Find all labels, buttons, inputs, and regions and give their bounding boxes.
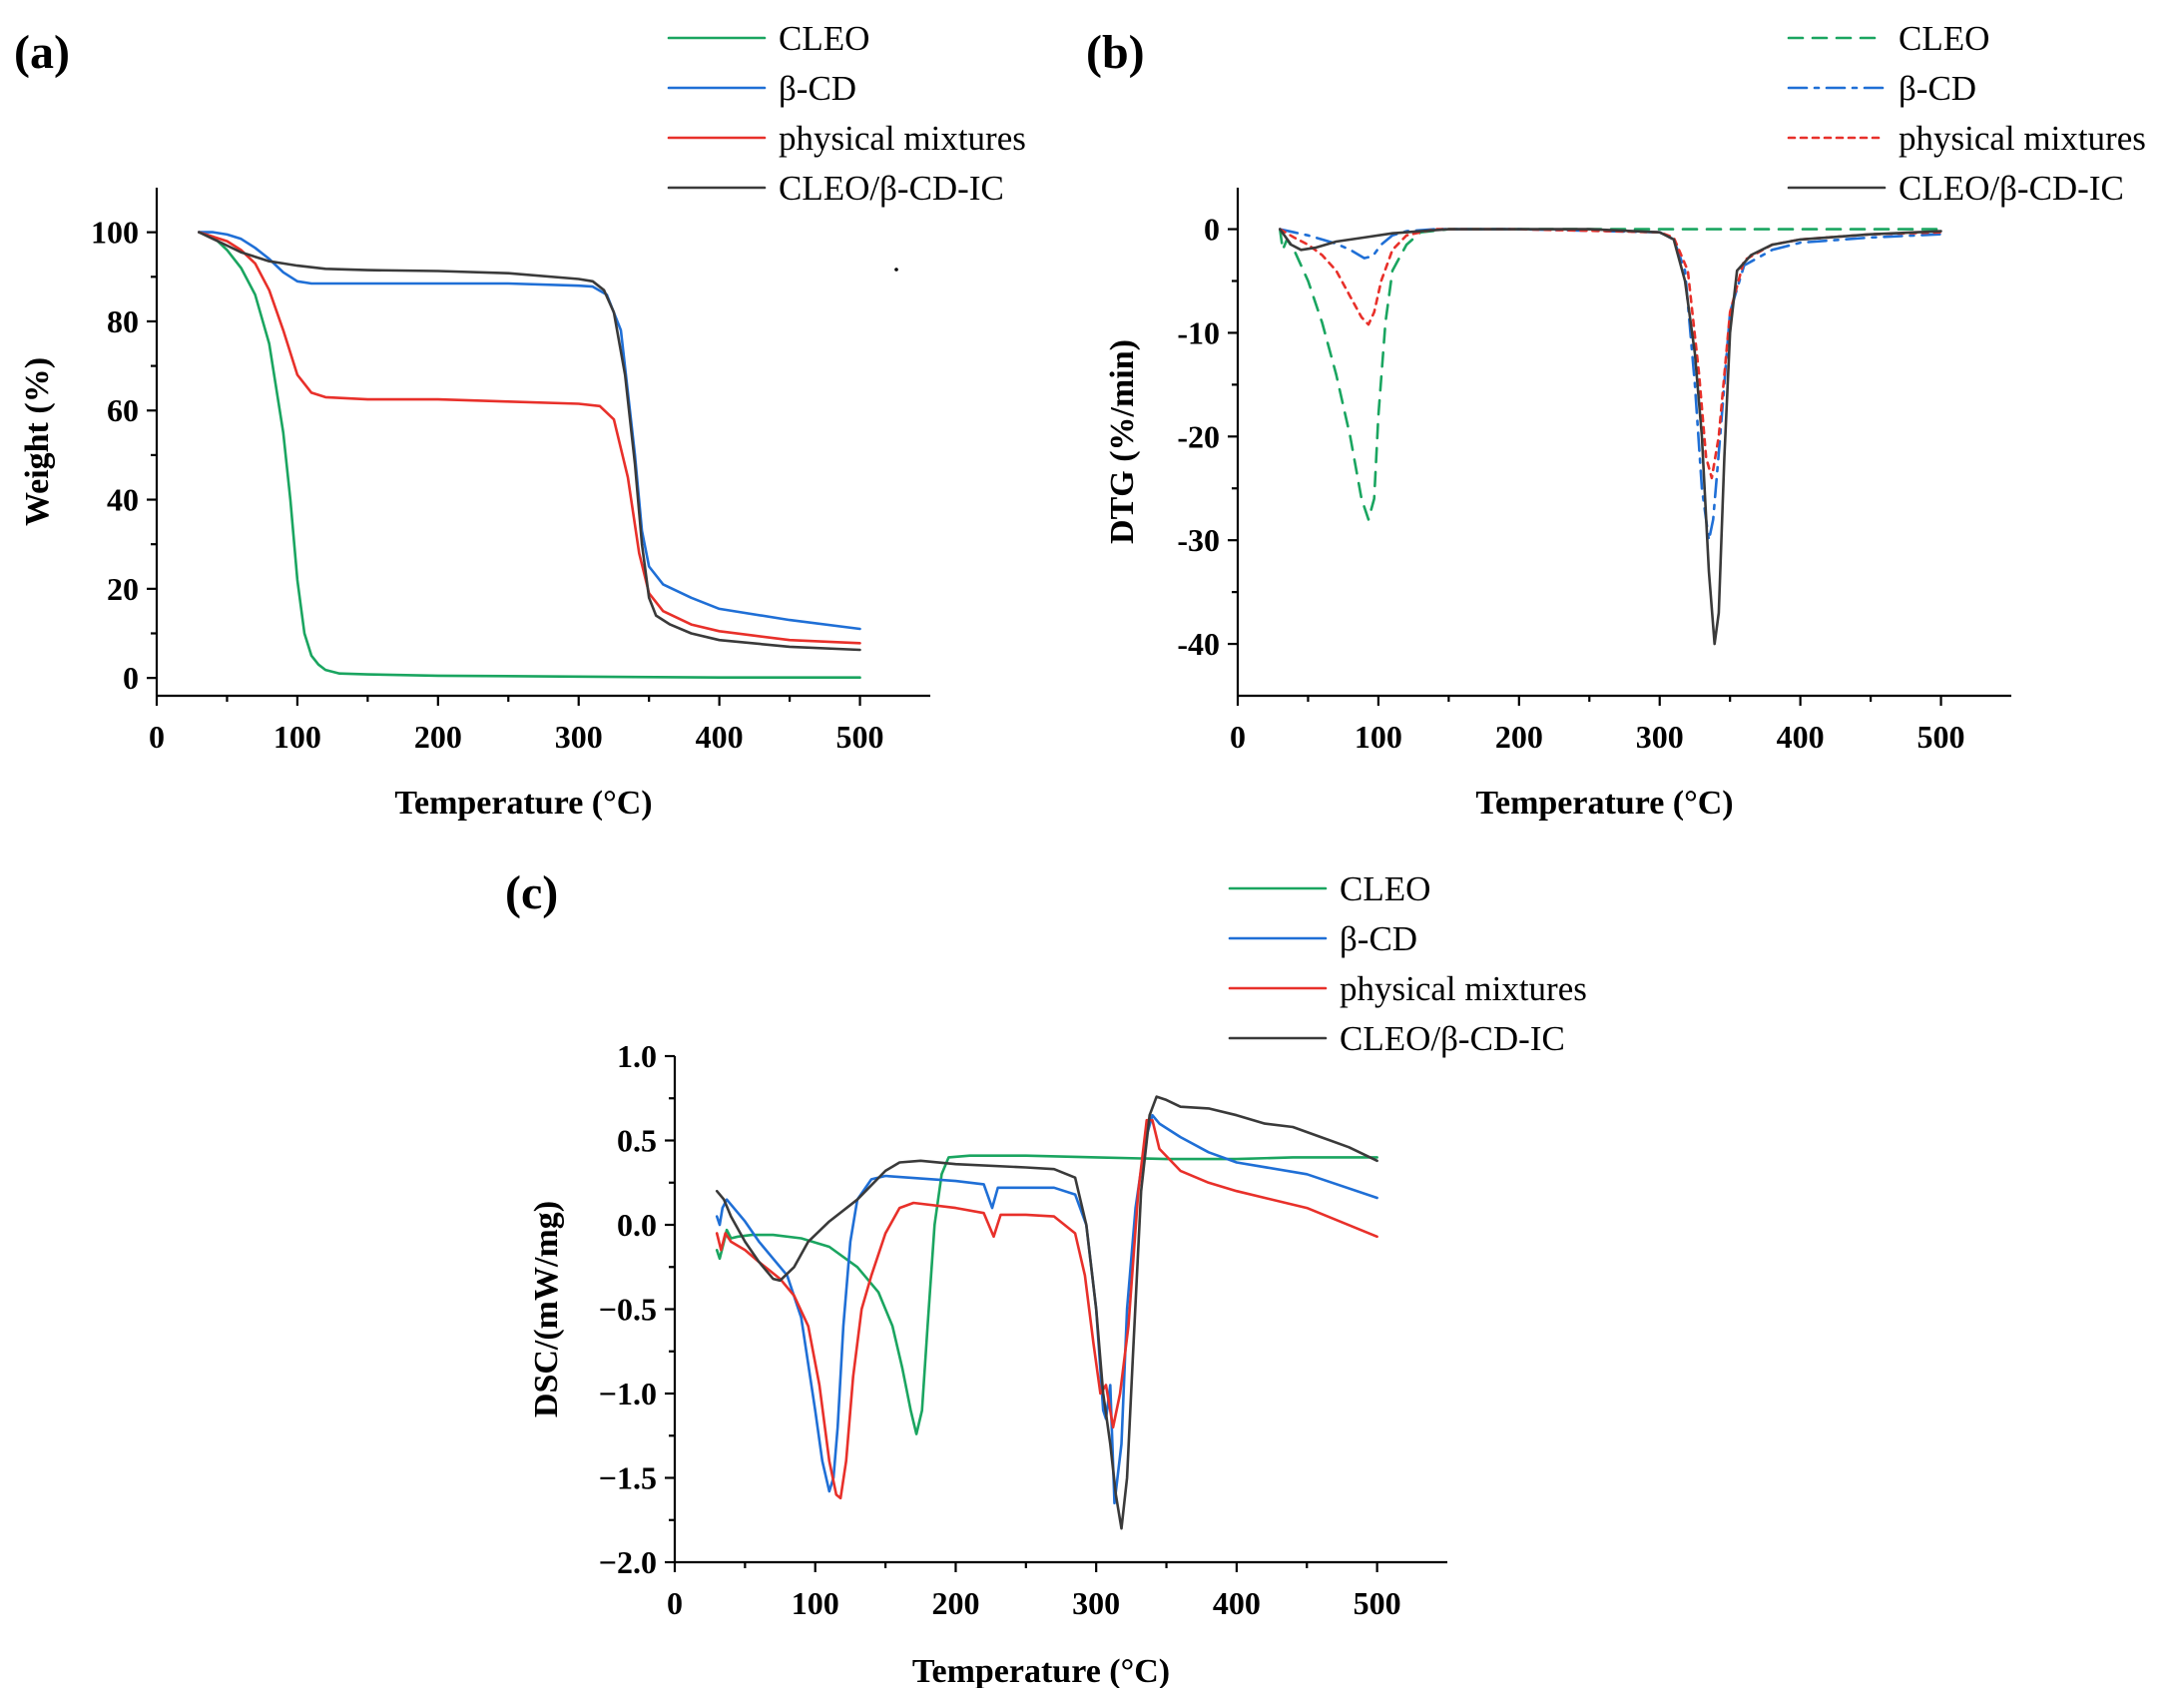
x-tick-label: 400 <box>1777 719 1825 755</box>
series-line <box>1279 228 1942 521</box>
legend-label: CLEO <box>779 19 869 58</box>
x-axis-title: Temperature (°C) <box>394 785 652 822</box>
y-tick-label: -40 <box>1177 626 1220 662</box>
x-tick-label: 300 <box>555 719 603 755</box>
chart-panel-b: 0 100 200 300 400 500 0 -10 -20 -30 -40 Temperature… <box>1104 19 2146 822</box>
y-tick-label: -10 <box>1177 314 1220 350</box>
legend-label: β-CD <box>779 69 856 108</box>
x-tick-label: 200 <box>1495 719 1543 755</box>
x-tick-label: 100 <box>792 1585 839 1621</box>
legend-label: physical mixtures <box>1340 969 1587 1008</box>
series-line <box>198 231 861 679</box>
x-axis-title: Temperature (°C) <box>912 1653 1170 1688</box>
legend-label: β-CD <box>1899 69 1976 108</box>
y-tick-label: −2.0 <box>599 1544 657 1580</box>
series-line <box>198 231 861 652</box>
y-tick-label: 60 <box>107 392 139 428</box>
chart-panel-a: 0 100 200 300 400 500 0 20 40 60 80 100 Temperature … <box>19 19 1026 822</box>
x-tick-label: 500 <box>1917 719 1965 755</box>
x-tick-label: 300 <box>1636 719 1684 755</box>
y-tick-label: 0.5 <box>617 1123 657 1159</box>
y-tick-label: 0 <box>123 660 139 696</box>
legend-label: CLEO/β-CD-IC <box>1899 169 2124 208</box>
panel-label-c: (c) <box>505 866 558 919</box>
y-tick-label: -30 <box>1177 522 1220 558</box>
x-tick-label: 200 <box>931 1585 979 1621</box>
x-tick-label: 500 <box>836 719 884 755</box>
legend-label: CLEO <box>1899 19 1989 58</box>
y-tick-label: 0.0 <box>617 1207 657 1243</box>
x-tick-label: 0 <box>149 719 165 755</box>
y-tick-label: 80 <box>107 303 139 339</box>
legend-label: CLEO/β-CD-IC <box>779 169 1004 208</box>
x-tick-label: 0 <box>667 1585 683 1621</box>
x-tick-label: 0 <box>1230 719 1246 755</box>
series-line <box>198 231 861 645</box>
y-tick-label: −1.0 <box>599 1376 657 1411</box>
stray-dot-mark <box>894 268 898 272</box>
y-tick-label: −0.5 <box>599 1292 657 1328</box>
x-tick-label: 300 <box>1072 1585 1120 1621</box>
y-axis-title: DSC/(mW/mg) <box>528 1201 565 1417</box>
legend-label: physical mixtures <box>1899 119 2146 158</box>
legend-label: β-CD <box>1340 919 1417 958</box>
series-line <box>715 1095 1378 1530</box>
x-tick-label: 400 <box>1213 1585 1261 1621</box>
x-tick-label: 200 <box>414 719 462 755</box>
legend-label: physical mixtures <box>779 119 1026 158</box>
y-axis-title: DTG (%/min) <box>1104 339 1141 544</box>
legend-label: CLEO <box>1340 869 1430 908</box>
series-line <box>715 1113 1378 1505</box>
x-tick-label: 500 <box>1354 1585 1401 1621</box>
series-line <box>715 1118 1378 1500</box>
y-tick-label: −1.5 <box>599 1460 657 1496</box>
series-line <box>198 231 861 631</box>
series-line <box>1279 228 1942 542</box>
y-tick-label: 40 <box>107 482 139 518</box>
y-axis-title: Weight (%) <box>19 357 56 526</box>
y-tick-label: 20 <box>107 571 139 607</box>
y-tick-label: 100 <box>91 215 139 251</box>
y-tick-label: -20 <box>1177 418 1220 454</box>
series-line <box>715 1154 1378 1435</box>
panel-label-a: (a) <box>14 26 70 79</box>
x-tick-label: 400 <box>696 719 744 755</box>
legend-label: CLEO/β-CD-IC <box>1340 1019 1565 1058</box>
chart-panel-c: 0 100 200 300 400 500 1.0 0.5 0.0 −0.5 −1.0 −1.5 −2.… <box>528 869 1587 1688</box>
x-tick-label: 100 <box>1355 719 1402 755</box>
panel-label-b: (b) <box>1086 26 1145 79</box>
y-tick-label: 1.0 <box>617 1038 657 1074</box>
x-tick-label: 100 <box>273 719 321 755</box>
series-line <box>1279 228 1942 646</box>
x-axis-title: Temperature (°C) <box>1475 785 1733 822</box>
series-line <box>1279 228 1942 480</box>
y-tick-label: 0 <box>1204 212 1220 248</box>
